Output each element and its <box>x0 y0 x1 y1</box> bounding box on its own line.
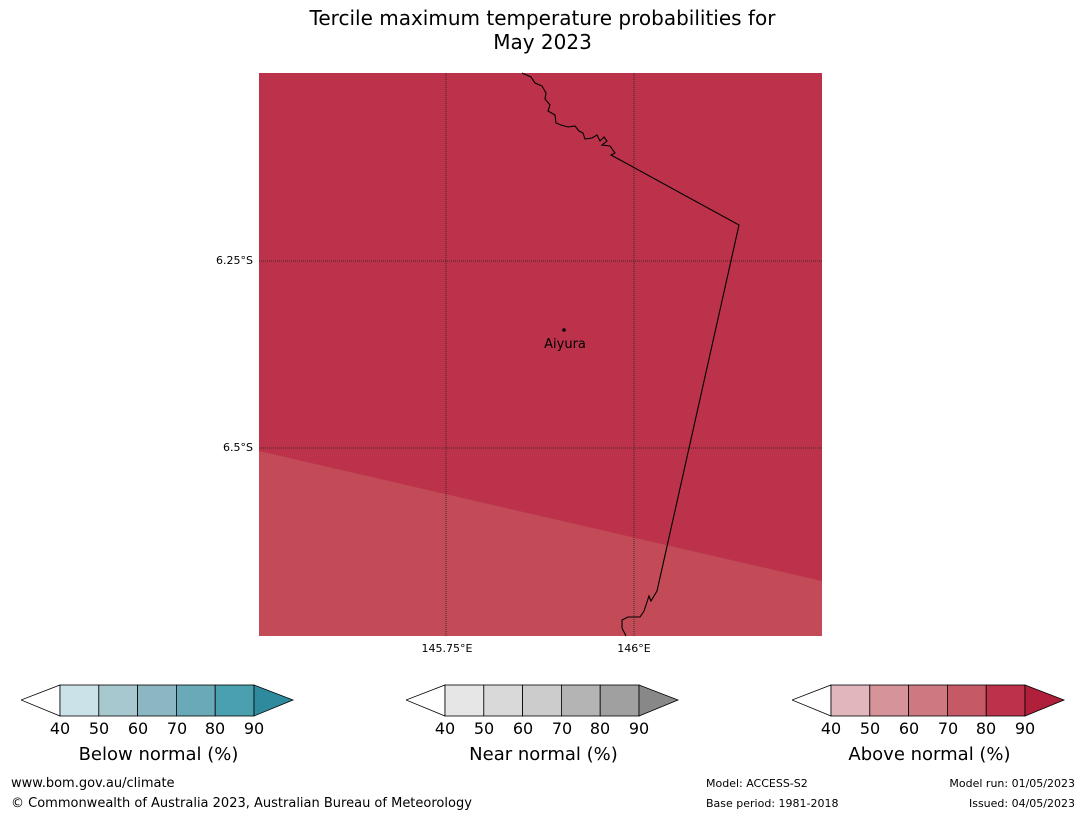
colorbar-above-cell-70 <box>946 684 987 717</box>
colorbar-above-tick-60: 60 <box>898 719 920 738</box>
colorbar-below-tick-40: 40 <box>49 719 71 738</box>
colorbar-above-over-triangle <box>1024 684 1066 717</box>
colorbar-below-graphic <box>21 684 295 717</box>
model-run-text: Model run: 01/05/2023 <box>949 777 1075 790</box>
lon-label-146: 146°E <box>617 642 651 655</box>
colorbar-near-cell-50 <box>483 684 524 717</box>
colorbar-near-cell-60 <box>522 684 562 717</box>
colorbar-near-over-triangle <box>638 684 680 717</box>
aiyura-marker <box>562 328 566 332</box>
colorbar-below-over-triangle <box>253 684 295 717</box>
place-label-aiyura: Aiyura <box>544 337 586 352</box>
colorbar-below-normal: 40 50 60 70 80 90 Below normal (%) <box>21 684 296 774</box>
colorbar-above-tick-80: 80 <box>975 719 997 738</box>
colorbar-below-under-triangle <box>21 684 61 717</box>
colorbar-above-cell-60 <box>908 684 948 717</box>
map-title: Tercile maximum temperature probabilitie… <box>0 6 1085 54</box>
website-link[interactable]: www.bom.gov.au/climate <box>11 776 175 791</box>
colorbar-near-label: Near normal (%) <box>469 744 618 765</box>
colorbar-above-cell-80 <box>985 684 1026 717</box>
colorbar-near-under-triangle <box>406 684 446 717</box>
province-boundary <box>521 72 740 637</box>
colorbar-below-cell-70 <box>175 684 216 717</box>
colorbar-below-tick-60: 60 <box>127 719 149 738</box>
colorbar-near-tick-40: 40 <box>434 719 456 738</box>
colorbar-near-graphic <box>406 684 680 717</box>
colorbar-near-tick-80: 80 <box>589 719 611 738</box>
colorbar-above-graphic <box>792 684 1066 717</box>
issued-text: Issued: 04/05/2023 <box>968 797 1075 810</box>
colorbar-near-tick-50: 50 <box>473 719 495 738</box>
colorbar-below-tick-80: 80 <box>204 719 226 738</box>
colorbar-above-cell-50 <box>869 684 910 717</box>
colorbar-below-cell-40 <box>59 684 100 717</box>
map-lower-zone <box>259 451 822 636</box>
colorbar-below-tick-90: 90 <box>243 719 265 738</box>
title-line-1: Tercile maximum temperature probabilitie… <box>309 6 776 30</box>
colorbar-below-cell-50 <box>98 684 139 717</box>
colorbar-above-under-triangle <box>792 684 832 717</box>
copyright-text: © Commonwealth of Australia 2023, Austra… <box>11 796 472 811</box>
probability-map <box>259 72 822 637</box>
colorbar-near-tick-70: 70 <box>551 719 573 738</box>
colorbar-near-tick-60: 60 <box>512 719 534 738</box>
colorbar-above-cell-40 <box>830 684 871 717</box>
colorbar-below-tick-50: 50 <box>88 719 110 738</box>
lat-label-6-5: 6.5°S <box>223 441 253 454</box>
colorbar-below-cell-80 <box>214 684 255 717</box>
colorbar-below-label: Below normal (%) <box>78 744 239 765</box>
colorbar-above-tick-90: 90 <box>1014 719 1036 738</box>
colorbar-near-cell-70 <box>560 684 601 717</box>
model-text: Model: ACCESS-S2 <box>706 777 808 790</box>
colorbar-near-cell-40 <box>444 684 485 717</box>
colorbar-below-tick-70: 70 <box>166 719 188 738</box>
colorbar-above-normal: 40 50 60 70 80 90 Above normal (%) <box>792 684 1067 774</box>
colorbar-above-label: Above normal (%) <box>848 744 1011 765</box>
colorbar-above-tick-70: 70 <box>937 719 959 738</box>
lon-label-145-75: 145.75°E <box>421 642 473 655</box>
base-period-text: Base period: 1981-2018 <box>706 797 839 810</box>
colorbar-near-cell-80 <box>599 684 640 717</box>
colorbar-above-tick-40: 40 <box>820 719 842 738</box>
colorbar-near-tick-90: 90 <box>628 719 650 738</box>
colorbar-near-normal: 40 50 60 70 80 90 Near normal (%) <box>406 684 681 774</box>
colorbar-below-cell-60 <box>137 684 177 717</box>
lat-label-6-25: 6.25°S <box>216 254 253 267</box>
colorbar-above-tick-50: 50 <box>859 719 881 738</box>
title-line-2: May 2023 <box>493 30 592 54</box>
